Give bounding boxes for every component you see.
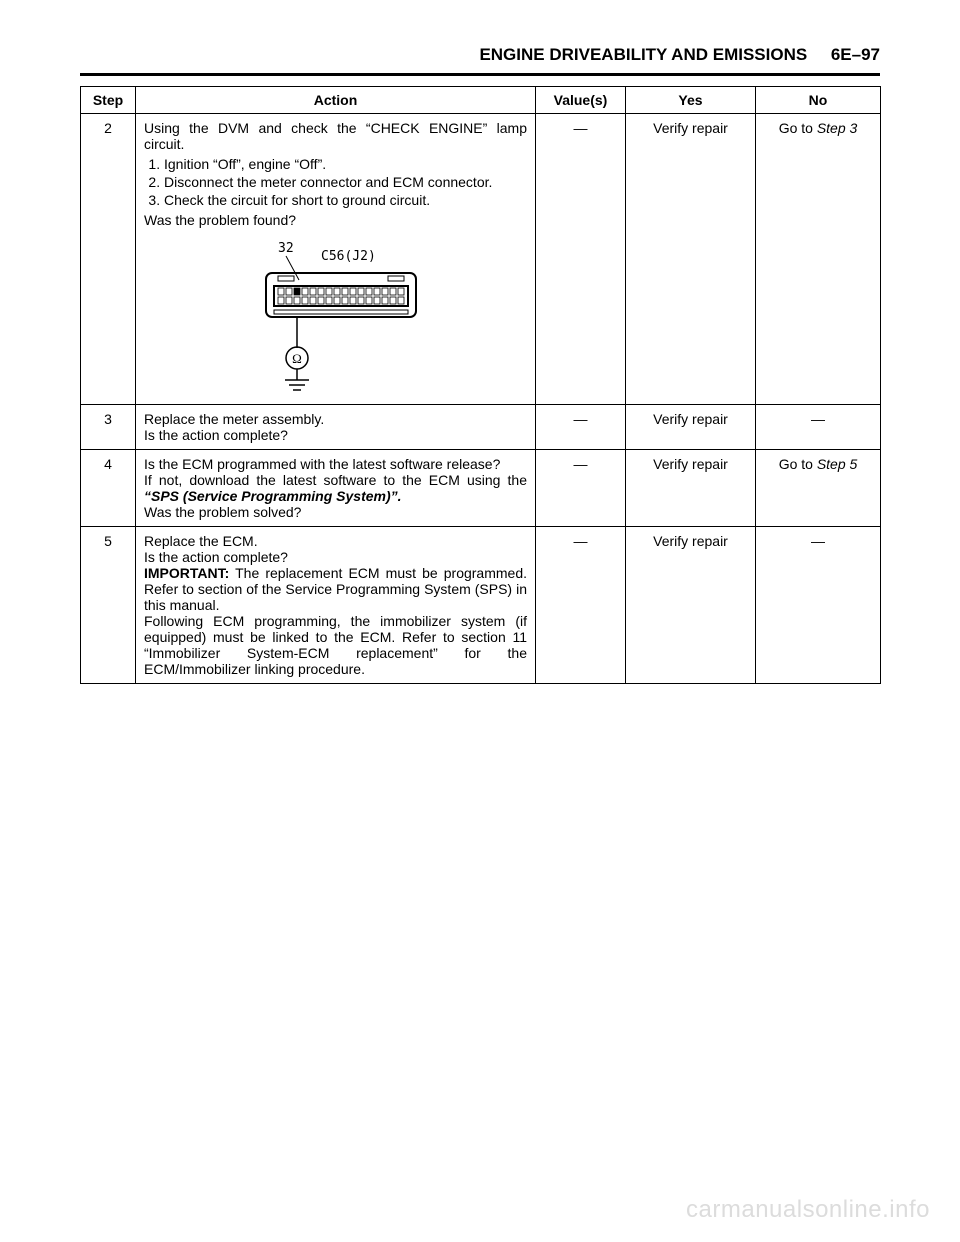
- cell-no: —: [756, 527, 881, 684]
- header-title: ENGINE DRIVEABILITY AND EMISSIONS: [479, 45, 807, 64]
- cell-yes: Verify repair: [626, 405, 756, 450]
- cell-yes: Verify repair: [626, 114, 756, 405]
- no-step: Step 5: [817, 456, 857, 472]
- action-line2: Is the action complete?: [144, 549, 288, 565]
- no-prefix: Go to: [779, 456, 817, 472]
- list-item: Ignition “Off”, engine “Off”.: [164, 156, 527, 172]
- cell-values: —: [536, 405, 626, 450]
- page-header: ENGINE DRIVEABILITY AND EMISSIONS 6E–97: [80, 45, 880, 73]
- page-container: ENGINE DRIVEABILITY AND EMISSIONS 6E–97 …: [0, 0, 960, 1242]
- cell-values: —: [536, 114, 626, 405]
- connector-label: C56(J2): [321, 249, 376, 264]
- action-followup: Was the problem found?: [144, 212, 527, 228]
- cell-no: Go to Step 5: [756, 450, 881, 527]
- watermark-text: carmanualsonline.info: [686, 1196, 930, 1224]
- cell-step: 2: [81, 114, 136, 405]
- cell-values: —: [536, 527, 626, 684]
- header-page-ref: 6E–97: [831, 45, 880, 64]
- col-no: No: [756, 87, 881, 114]
- table-row: 5 Replace the ECM. Is the action complet…: [81, 527, 881, 684]
- action-follow: Is the action complete?: [144, 427, 288, 443]
- cell-action: Is the ECM programmed with the latest so…: [136, 450, 536, 527]
- col-yes: Yes: [626, 87, 756, 114]
- col-step: Step: [81, 87, 136, 114]
- cell-step: 3: [81, 405, 136, 450]
- pin-label: 32: [278, 241, 294, 256]
- table-row: 2 Using the DVM and check the “CHECK ENG…: [81, 114, 881, 405]
- action-list: Ignition “Off”, engine “Off”. Disconnect…: [144, 156, 527, 208]
- connector-svg: 32 C56(J2): [236, 238, 436, 398]
- cell-action: Replace the ECM. Is the action complete?…: [136, 527, 536, 684]
- header-rule: [80, 73, 880, 76]
- action-mid-pre: If not, download the latest software to …: [144, 472, 527, 488]
- col-values: Value(s): [536, 87, 626, 114]
- cell-no: Go to Step 3: [756, 114, 881, 405]
- cell-step: 5: [81, 527, 136, 684]
- cell-action: Replace the meter assembly. Is the actio…: [136, 405, 536, 450]
- cell-yes: Verify repair: [626, 450, 756, 527]
- table-header-row: Step Action Value(s) Yes No: [81, 87, 881, 114]
- action-q: Is the ECM programmed with the latest so…: [144, 456, 527, 472]
- cell-action: Using the DVM and check the “CHECK ENGIN…: [136, 114, 536, 405]
- action-mid-bold: “SPS (Service Programming System)”.: [144, 488, 402, 504]
- action-intro: Using the DVM and check the “CHECK ENGIN…: [144, 120, 527, 152]
- action-follow: Was the problem solved?: [144, 504, 301, 520]
- cell-values: —: [536, 450, 626, 527]
- important-label: IMPORTANT:: [144, 565, 229, 581]
- action-tail: Following ECM programming, the immobiliz…: [144, 613, 527, 677]
- list-item: Check the circuit for short to ground ci…: [164, 192, 527, 208]
- list-item: Disconnect the meter connector and ECM c…: [164, 174, 527, 190]
- ohm-symbol: Ω: [292, 351, 302, 366]
- diagnostic-table: Step Action Value(s) Yes No 2 Using the …: [80, 86, 881, 684]
- action-mid: If not, download the latest software to …: [144, 472, 527, 504]
- table-row: 3 Replace the meter assembly. Is the act…: [81, 405, 881, 450]
- table-row: 4 Is the ECM programmed with the latest …: [81, 450, 881, 527]
- action-line: Replace the meter assembly.: [144, 411, 324, 427]
- col-action: Action: [136, 87, 536, 114]
- cell-step: 4: [81, 450, 136, 527]
- cell-no: —: [756, 405, 881, 450]
- cell-yes: Verify repair: [626, 527, 756, 684]
- no-prefix: Go to: [779, 120, 817, 136]
- connector-figure: 32 C56(J2): [236, 238, 436, 398]
- action-line1: Replace the ECM.: [144, 533, 258, 549]
- no-step: Step 3: [817, 120, 857, 136]
- action-important: IMPORTANT: The replacement ECM must be p…: [144, 565, 527, 613]
